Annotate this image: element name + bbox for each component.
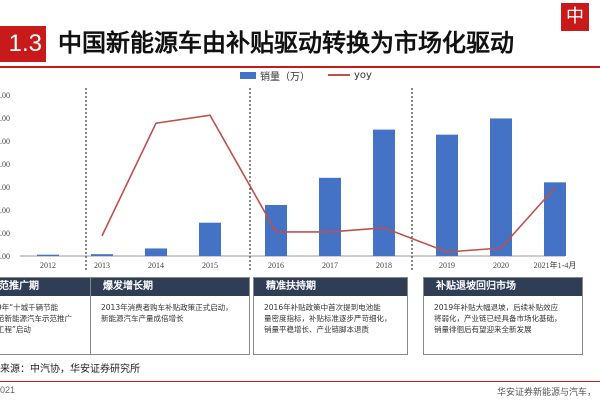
brand-logo-icon: 中 (561, 3, 589, 31)
x-tick-label: 2014 (148, 261, 164, 270)
period-description: 9年“十城千辆节能 范新能源汽车示范推广 工程”启动 (0, 303, 72, 334)
yoy-line (101, 114, 556, 253)
y-tick-label: .00 (0, 137, 10, 146)
period-box-market: 补贴退坡回归市场 2019年补贴大幅退坡，后续补贴效应 将弱化，产业链已经具备市… (423, 277, 583, 355)
x-tick-label: 2021年1-4月 (534, 260, 577, 270)
bar-2014 (145, 248, 167, 256)
page-title: 中国新能源车由补贴驱动转换为市场化驱动 (58, 29, 514, 57)
y-tick-label: .00 (0, 206, 10, 215)
y-tick-label: .00 (0, 229, 10, 238)
title-underline (0, 66, 600, 68)
bar-2018 (373, 129, 395, 256)
source-note: 来源：中汽协，华安证券研究所 (0, 364, 140, 375)
footer-rule (0, 381, 600, 382)
bar-2020 (490, 118, 512, 257)
x-tick-label: 2013 (94, 261, 110, 270)
x-tick-label: 2016 (268, 261, 284, 270)
bar-2017 (319, 177, 341, 256)
legend-sales-label: 销量（万） (260, 71, 310, 83)
period-title: 精准扶持期 (254, 278, 407, 296)
footer-year: 021 (0, 385, 16, 395)
period-title: 补贴退坡回归市场 (424, 278, 582, 296)
x-tick-label: 2019 (439, 261, 455, 270)
y-tick-label: .00 (0, 252, 10, 261)
chart-legend: 销量（万） yoy (240, 67, 372, 83)
x-tick-label: 2018 (376, 261, 392, 270)
bar-2019 (436, 134, 458, 256)
x-tick-label: 2012 (40, 261, 56, 270)
bar-2015 (199, 222, 221, 256)
legend-bar-swatch (240, 71, 256, 79)
bar-2012 (37, 254, 59, 256)
period-title: 爆发增长期 (91, 278, 249, 296)
footer-brand: 华安证券新能源与汽车， (496, 388, 596, 398)
x-tick-label: 2020 (493, 261, 509, 270)
period-description: 2013年消费者购车补贴政策正式启动， 新能源汽车产量成倍增长 (101, 303, 233, 323)
period-description: 2019年补贴大幅退坡，后续补贴效应 将弱化，产业链已经具备市场化基础， 销量徘… (434, 303, 562, 334)
period-description: 2016年补贴政策中首次提到电池能 量密度指标，补贴标准逐步严苛细化， 销量平稳… (264, 303, 392, 334)
y-tick-label: .00 (0, 114, 10, 123)
x-tick-label: 2015 (202, 261, 218, 270)
legend-yoy-label: yoy (354, 69, 372, 81)
period-box-precision: 精准扶持期 2016年补贴政策中首次提到电池能 量密度指标，补贴标准逐步严苛细化… (253, 277, 408, 355)
bar-2013 (91, 254, 113, 256)
y-tick-label: .00 (0, 160, 10, 169)
x-tick-label: 2017 (322, 261, 338, 270)
period-box-boom: 爆发增长期 2013年消费者购车补贴政策正式启动， 新能源汽车产量成倍增长 (90, 277, 250, 355)
bar-2021年1-4月 (544, 182, 566, 256)
legend-line-swatch (328, 74, 350, 76)
y-tick-label: .00 (0, 183, 10, 192)
y-tick-label: .00 (0, 91, 10, 100)
section-number: 1.3 (0, 26, 46, 62)
